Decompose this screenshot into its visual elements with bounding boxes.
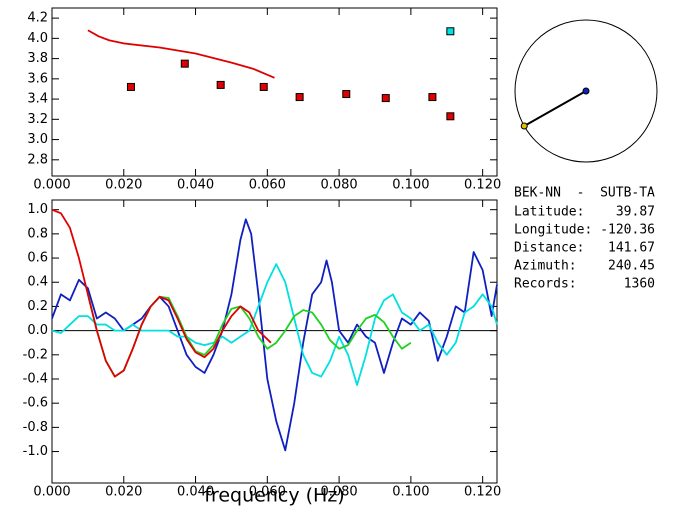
x-tick-label: 0.000: [33, 485, 70, 500]
point: [428, 93, 437, 102]
y-tick-label: 3.2: [27, 112, 48, 127]
y-tick-label: 0.2: [27, 299, 48, 314]
point: [259, 82, 268, 91]
x-tick-label: 0.100: [392, 178, 429, 193]
azimuth-dot: [520, 122, 528, 130]
info-label: Latitude:: [514, 205, 584, 220]
y-tick-label: 3.0: [27, 132, 48, 147]
x-tick-label: 0.080: [320, 178, 357, 193]
x-tick-label: 0.000: [33, 178, 70, 193]
bottom-plot-frame: [51, 199, 498, 484]
series-line: [51, 208, 272, 378]
azimuth-circle: [514, 19, 658, 163]
point: [216, 80, 225, 89]
y-tick-label: 0.8: [27, 226, 48, 241]
series-line: [51, 218, 498, 452]
point: [126, 82, 135, 91]
y-tick-label: 4.2: [27, 11, 48, 26]
x-tick-label: 0.040: [177, 178, 214, 193]
x-tick-label: 0.060: [249, 485, 286, 500]
y-tick-label: 0.4: [27, 275, 48, 290]
point: [342, 90, 351, 99]
x-tick-label: 0.120: [464, 485, 501, 500]
x-tick-label: 0.080: [320, 485, 357, 500]
station-pair: BEK-NN - SUTB-TA: [514, 186, 655, 201]
info-label: Longitude:: [514, 223, 592, 238]
info-label: Distance:: [514, 241, 584, 256]
x-tick-label: 0.120: [464, 178, 501, 193]
info-label: Azimuth:: [514, 259, 577, 274]
y-tick-label: 1.0: [27, 202, 48, 217]
y-tick-label: -1.0: [23, 444, 48, 459]
y-tick-label: 2.8: [27, 152, 48, 167]
station-dot: [582, 87, 590, 95]
y-tick-label: 3.6: [27, 71, 48, 86]
info-label: Records:: [514, 277, 577, 292]
x-tick-label: 0.100: [392, 485, 429, 500]
info-value: 1360: [624, 277, 655, 292]
y-tick-label: 4.0: [27, 31, 48, 46]
series-line: [51, 263, 498, 386]
point: [381, 94, 390, 103]
y-tick-label: -0.2: [23, 347, 48, 362]
info-value: 141.67: [608, 241, 655, 256]
x-tick-label: 0.040: [177, 485, 214, 500]
info-value: -120.36: [600, 223, 655, 238]
x-tick-label: 0.060: [249, 178, 286, 193]
series-line: [87, 29, 275, 79]
y-tick-label: 3.8: [27, 51, 48, 66]
y-tick-label: -0.8: [23, 420, 48, 435]
point: [180, 59, 189, 68]
x-tick-label: 0.020: [105, 178, 142, 193]
y-tick-label: 0.6: [27, 251, 48, 266]
y-tick-label: 3.4: [27, 92, 48, 107]
azimuth-line: [523, 90, 587, 127]
x-tick-label: 0.020: [105, 485, 142, 500]
y-tick-label: -0.6: [23, 396, 48, 411]
point: [446, 112, 455, 121]
point: [446, 27, 455, 36]
y-tick-label: -0.4: [23, 371, 48, 386]
y-tick-label: 0.0: [27, 323, 48, 338]
top-plot-frame: [51, 7, 498, 177]
info-value: 39.87: [616, 205, 655, 220]
x-axis-label: frequency (Hz): [204, 485, 344, 507]
point: [295, 93, 304, 102]
info-value: 240.45: [608, 259, 655, 274]
